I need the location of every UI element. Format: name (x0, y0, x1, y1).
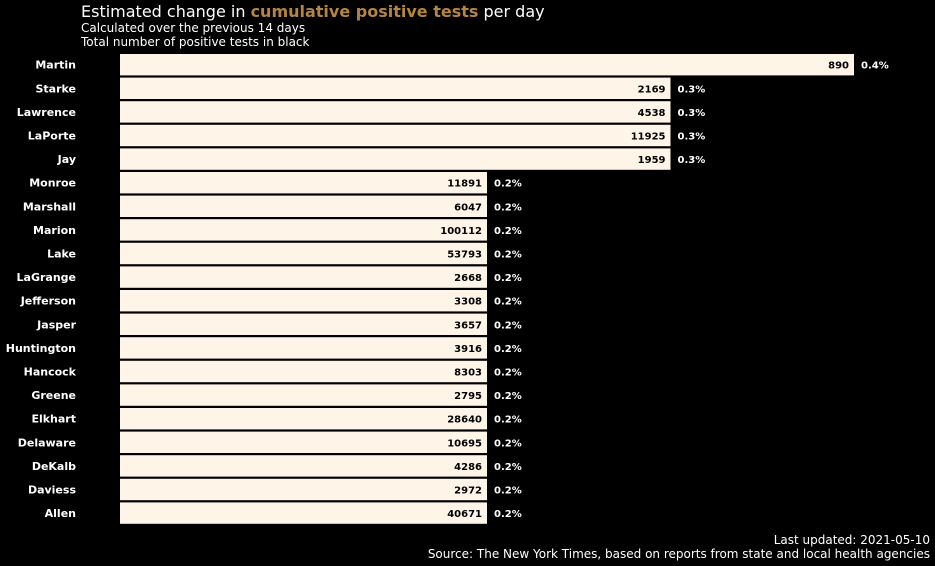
total-label: 53793 (447, 250, 482, 261)
bar (120, 360, 487, 383)
chart-subtitle-1: Calculated over the previous 14 days (81, 21, 306, 35)
value-label: 0.2% (494, 509, 522, 520)
total-label: 8303 (454, 368, 482, 379)
bar (120, 290, 487, 312)
category-label: Delaware (18, 436, 76, 449)
total-label: 2169 (638, 84, 666, 95)
category-label: Jefferson (20, 295, 76, 308)
total-label: 2972 (454, 486, 482, 497)
bar (120, 101, 671, 123)
value-label: 0.3% (678, 132, 706, 143)
value-label: 0.2% (494, 415, 522, 426)
category-label: Daviess (28, 484, 77, 497)
bar (120, 54, 854, 76)
value-label: 0.2% (494, 344, 522, 355)
source-note: Source: The New York Times, based on rep… (427, 547, 930, 561)
total-label: 11891 (447, 179, 482, 190)
total-label: 3657 (454, 320, 482, 331)
category-label: LaPorte (28, 130, 76, 143)
value-label: 0.2% (494, 226, 522, 237)
total-label: 3916 (454, 344, 482, 355)
bar (120, 124, 671, 147)
total-label: 100112 (440, 226, 482, 237)
bar (120, 384, 487, 406)
bar (120, 266, 487, 288)
category-label: Starke (35, 82, 76, 95)
value-label: 0.2% (494, 179, 522, 190)
category-label: Lake (47, 248, 76, 261)
bar (120, 478, 487, 501)
bar (120, 77, 671, 99)
title-prefix: Estimated change in (81, 2, 246, 21)
value-label: 0.2% (494, 320, 522, 331)
bar (120, 502, 487, 524)
category-label: Marshall (23, 200, 76, 213)
category-label: Lawrence (17, 106, 76, 119)
total-label: 28640 (447, 415, 482, 426)
value-label: 0.2% (494, 438, 522, 449)
total-label: 40671 (447, 509, 482, 520)
bar (120, 172, 487, 194)
chart-title: Estimated change in cumulative positive … (81, 2, 545, 21)
value-label: 0.2% (494, 297, 522, 308)
total-label: 1959 (638, 155, 666, 166)
total-label: 4286 (454, 462, 482, 473)
category-label: Monroe (29, 177, 76, 190)
value-label: 0.4% (861, 61, 889, 72)
category-label: Huntington (6, 342, 76, 355)
category-label: LaGrange (17, 271, 76, 284)
value-label: 0.2% (494, 391, 522, 402)
value-label: 0.2% (494, 202, 522, 213)
value-label: 0.3% (678, 108, 706, 119)
bar (120, 219, 487, 241)
bar (120, 242, 487, 265)
last-updated: Last updated: 2021-05-10 (773, 533, 930, 547)
category-label: Greene (31, 389, 76, 402)
total-label: 11925 (631, 132, 666, 143)
category-label: Hancock (24, 366, 77, 379)
total-label: 2795 (454, 391, 482, 402)
bar (120, 313, 487, 335)
total-label: 890 (828, 61, 849, 72)
value-label: 0.2% (494, 273, 522, 284)
value-label: 0.2% (494, 250, 522, 261)
category-label: DeKalb (32, 460, 76, 473)
bar-chart: Martin 890 0.4% Starke 2169 0.3% Lawrence 4538 0… (6, 54, 889, 524)
total-label: 10695 (447, 438, 482, 449)
total-label: 4538 (638, 108, 666, 119)
value-label: 0.2% (494, 462, 522, 473)
category-label: Jay (57, 153, 76, 166)
bar (120, 408, 487, 430)
category-label: Martin (35, 59, 76, 72)
bar (120, 337, 487, 359)
total-label: 3308 (454, 297, 482, 308)
bar (120, 431, 487, 453)
bar (120, 148, 671, 170)
chart-subtitle-2: Total number of positive tests in black (81, 35, 310, 49)
value-label: 0.2% (494, 486, 522, 497)
title-highlight: cumulative positive tests (250, 2, 479, 21)
value-label: 0.3% (678, 155, 706, 166)
category-label: Allen (45, 507, 76, 520)
total-label: 6047 (454, 202, 482, 213)
title-block: Estimated change in cumulative positive … (81, 2, 545, 49)
value-label: 0.3% (678, 84, 706, 95)
category-label: Jasper (36, 318, 76, 331)
title-suffix: per day (483, 2, 545, 21)
bar (120, 195, 487, 217)
bar (120, 455, 487, 477)
category-label: Marion (33, 224, 76, 237)
value-label: 0.2% (494, 368, 522, 379)
category-label: Elkhart (31, 413, 76, 426)
total-label: 2668 (454, 273, 482, 284)
